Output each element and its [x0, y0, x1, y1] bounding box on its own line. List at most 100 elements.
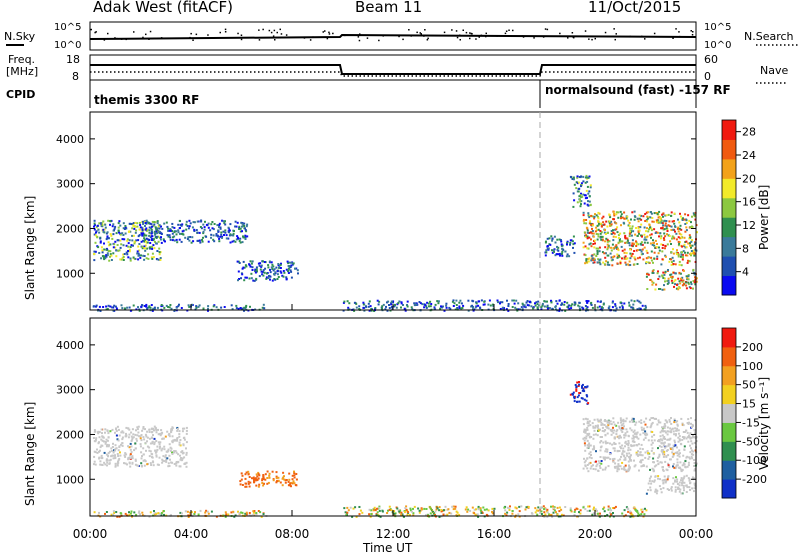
scatter-cell — [196, 231, 199, 234]
scatter-cell — [140, 451, 143, 454]
scatter-cell — [589, 467, 592, 470]
scatter-cell — [690, 246, 692, 249]
scatter-cell — [95, 437, 98, 440]
scatter-cell — [104, 431, 106, 434]
scatter-cell — [140, 434, 143, 436]
scatter-cell — [560, 303, 563, 306]
scatter-cell — [687, 464, 690, 467]
scatter-cell — [109, 243, 112, 246]
scatter-cell — [659, 431, 662, 434]
scatter-cell — [645, 465, 648, 468]
scatter-cell — [123, 253, 126, 255]
scatter-cell — [657, 456, 660, 459]
scatter-cell — [569, 175, 572, 178]
nsearch-dot — [426, 39, 429, 41]
scatter-cell — [599, 467, 602, 469]
scatter-cell — [122, 253, 125, 256]
scatter-cell — [593, 506, 595, 509]
scatter-cell — [239, 230, 242, 233]
scatter-cell — [546, 515, 549, 518]
scatter-cell — [616, 449, 619, 452]
scatter-cell — [650, 424, 653, 427]
scatter-cell — [634, 258, 637, 261]
scatter-cell — [122, 244, 125, 247]
scatter-cell — [475, 302, 478, 305]
scatter-cell — [404, 507, 407, 510]
freq-panel: Freq. [MHz] 18 8 60 0 Nave — [6, 53, 788, 84]
scatter-cell — [155, 227, 158, 230]
scatter-cell — [434, 510, 437, 513]
scatter-cell — [679, 282, 682, 285]
scatter-cell — [586, 428, 589, 431]
scatter-cell — [591, 422, 594, 425]
scatter-cell — [112, 442, 114, 445]
scatter-cell — [669, 437, 672, 440]
scatter-cell — [646, 215, 649, 218]
scatter-cell — [114, 449, 117, 452]
scatter-cell — [231, 240, 234, 243]
scatter-cell — [352, 507, 355, 510]
xtick-label: 12:00 — [376, 527, 411, 541]
scatter-cell — [143, 459, 146, 462]
scatter-cell — [570, 307, 573, 310]
scatter-cell — [507, 303, 510, 305]
scatter-cell — [404, 309, 407, 312]
scatter-cell — [634, 464, 637, 467]
scatter-cell — [679, 488, 682, 491]
scatter-cell — [132, 222, 135, 225]
scatter-cell — [666, 282, 669, 285]
scatter-cell — [239, 307, 242, 309]
scatter-cell — [109, 223, 111, 226]
scatter-cell — [633, 256, 636, 259]
velocity-cbar-label: Velocity [m s⁻¹] — [757, 377, 771, 470]
scatter-cell — [621, 306, 624, 309]
scatter-cell — [125, 244, 128, 247]
scatter-cell — [593, 261, 596, 264]
scatter-cell — [696, 231, 698, 234]
scatter-cell — [674, 283, 677, 286]
scatter-cell — [139, 437, 142, 440]
nsearch-dot — [416, 31, 418, 34]
scatter-cell — [661, 258, 664, 261]
scatter-cell — [149, 246, 152, 249]
scatter-cell — [118, 446, 121, 448]
scatter-cell — [617, 436, 620, 439]
scatter-cell — [544, 300, 547, 303]
scatter-cell — [439, 307, 442, 310]
scatter-cell — [269, 268, 271, 271]
scatter-cell — [612, 417, 615, 420]
scatter-cell — [239, 483, 242, 486]
scatter-cell — [647, 230, 650, 233]
scatter-cell — [642, 438, 645, 441]
nsearch-dot — [408, 29, 410, 31]
scatter-cell — [652, 470, 655, 473]
scatter-cell — [579, 205, 582, 208]
scatter-cell — [295, 473, 298, 475]
scatter-cell — [618, 238, 621, 241]
scatter-cell — [568, 255, 571, 258]
scatter-cell — [173, 239, 176, 242]
scatter-cell — [215, 306, 218, 309]
nsearch-dot — [459, 34, 461, 36]
scatter-cell — [604, 450, 607, 453]
scatter-cell — [647, 489, 650, 491]
scatter-cell — [145, 219, 148, 222]
scatter-cell — [649, 242, 652, 245]
scatter-cell — [274, 271, 277, 274]
scatter-cell — [618, 427, 621, 430]
scatter-cell — [134, 221, 137, 224]
scatter-cell — [355, 306, 358, 309]
scatter-cell — [142, 254, 145, 257]
scatter-cell — [664, 255, 667, 258]
scatter-cell — [255, 513, 258, 516]
scatter-cell — [241, 230, 243, 233]
nsearch-dot — [92, 38, 94, 40]
scatter-cell — [644, 451, 647, 454]
scatter-cell — [643, 513, 646, 516]
scatter-cell — [686, 431, 689, 434]
scatter-cell — [633, 210, 636, 213]
scatter-cell — [564, 506, 567, 508]
scatter-cell — [108, 444, 110, 447]
scatter-cell — [115, 428, 117, 431]
nsearch-dot — [679, 35, 681, 38]
